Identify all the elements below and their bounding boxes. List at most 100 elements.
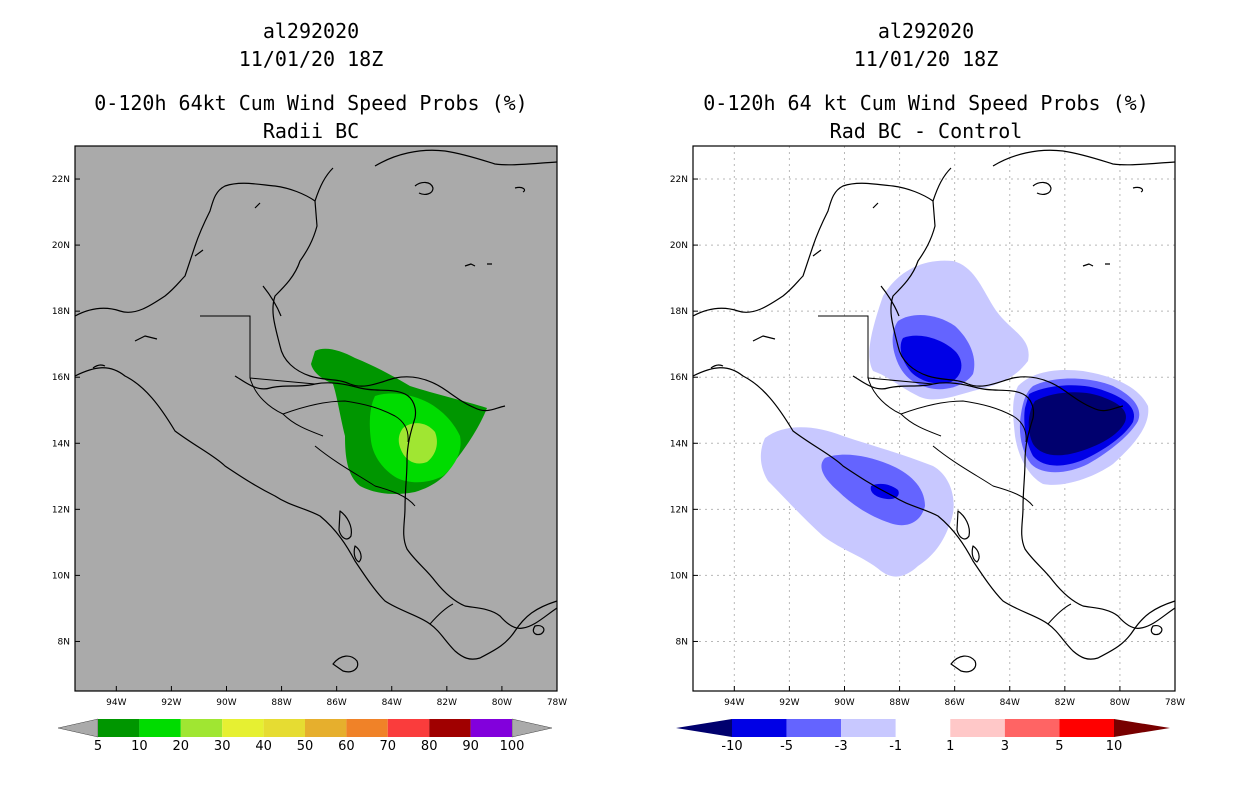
- left-colorbar-label: 90: [462, 739, 479, 754]
- x-tick-label: 94W: [106, 698, 126, 708]
- y-tick-label: 16N: [52, 373, 70, 383]
- left-colorbar-swatch: [346, 719, 388, 737]
- right-colorbar-label: 1: [946, 739, 954, 754]
- right-contour-minus5-north: [900, 335, 962, 384]
- right-colorbar-swatch: [786, 719, 842, 737]
- x-tick-label: 80W: [1110, 698, 1130, 708]
- right-colorbar-high-arrow: [1114, 719, 1170, 737]
- right-colorbar: -10 -5 -3 -1 1 3 5 10: [676, 719, 1170, 754]
- left-colorbar-swatch: [470, 719, 512, 737]
- right-colorbar-swatch: [1059, 719, 1114, 737]
- left-colorbar: 5 10 20 30 40 50 60 70 80 90 100: [57, 718, 553, 754]
- right-colorbar-label: 5: [1055, 739, 1063, 754]
- x-tick-label: 92W: [779, 698, 799, 708]
- right-colorbar-low-arrow: [676, 719, 732, 737]
- y-tick-label: 10N: [670, 571, 688, 581]
- x-tick-label: 86W: [326, 698, 346, 708]
- x-tick-label: 82W: [1055, 698, 1075, 708]
- x-tick-label: 88W: [271, 698, 291, 708]
- right-panel: al292020 11/01/20 18Z 0-120h 64 kt Cum W…: [670, 19, 1185, 754]
- y-tick-label: 18N: [670, 307, 688, 317]
- left-colorbar-high-arrow: [511, 718, 553, 738]
- right-colorbar-boxes: [732, 719, 1114, 737]
- y-tick-label: 14N: [670, 439, 688, 449]
- left-storm-id: al292020: [263, 19, 359, 43]
- left-colorbar-low-arrow: [57, 718, 99, 738]
- x-tick-label: 90W: [834, 698, 854, 708]
- y-tick-label: 20N: [670, 241, 688, 251]
- right-map: 94W 92W 90W 88W 86W 84W 82W 80W 78W 22N 20N 18N 16N…: [670, 145, 1185, 708]
- x-tick-label: 92W: [161, 698, 181, 708]
- left-map: 94W 92W 90W 88W 86W 84W 82W 80W 78W 22N 20N 18N 16N…: [52, 145, 567, 708]
- y-tick-label: 18N: [52, 307, 70, 317]
- left-colorbar-label: 70: [380, 739, 397, 754]
- right-product-title: 0-120h 64 kt Cum Wind Speed Probs (%): [703, 91, 1149, 115]
- left-colorbar-label: 60: [338, 739, 355, 754]
- left-colorbar-swatch: [222, 719, 264, 737]
- x-tick-label: 78W: [1165, 698, 1185, 708]
- y-tick-label: 8N: [58, 637, 70, 647]
- x-tick-label: 78W: [547, 698, 567, 708]
- left-colorbar-label: 80: [421, 739, 438, 754]
- right-colorbar-labels: -10 -5 -3 -1 1 3 5 10: [721, 739, 1122, 754]
- left-colorbar-swatch: [98, 719, 140, 737]
- right-subtitle: Rad BC - Control: [830, 119, 1023, 143]
- right-colorbar-swatch: [895, 719, 951, 737]
- left-x-axis: 94W 92W 90W 88W 86W 84W 82W 80W 78W: [106, 686, 567, 708]
- y-tick-label: 20N: [52, 241, 70, 251]
- right-colorbar-swatch: [1004, 719, 1060, 737]
- left-colorbar-label: 40: [255, 739, 272, 754]
- left-colorbar-swatch: [139, 719, 181, 737]
- left-date: 11/01/20 18Z: [239, 47, 384, 71]
- x-tick-label: 86W: [944, 698, 964, 708]
- left-colorbar-labels: 5 10 20 30 40 50 60 70 80 90 100: [94, 739, 525, 754]
- x-tick-label: 90W: [216, 698, 236, 708]
- y-tick-label: 10N: [52, 571, 70, 581]
- x-tick-label: 84W: [1000, 698, 1020, 708]
- left-colorbar-label: 20: [173, 739, 190, 754]
- right-map-frame: [692, 145, 1176, 692]
- x-tick-label: 80W: [492, 698, 512, 708]
- left-panel: al292020 11/01/20 18Z 0-120h 64kt Cum Wi…: [52, 19, 567, 754]
- right-colorbar-label: 10: [1106, 739, 1123, 754]
- left-colorbar-label: 5: [94, 739, 102, 754]
- left-colorbar-swatch: [263, 719, 305, 737]
- left-colorbar-boxes: [98, 719, 512, 737]
- right-colorbar-swatch: [841, 719, 896, 737]
- right-y-axis: 22N 20N 18N 16N 14N 12N 10N 8N: [670, 175, 698, 647]
- left-colorbar-swatch: [305, 719, 347, 737]
- left-colorbar-swatch: [387, 719, 430, 737]
- right-colorbar-label: -10: [721, 739, 742, 754]
- x-tick-label: 82W: [437, 698, 457, 708]
- right-x-axis: 94W 92W 90W 88W 86W 84W 82W 80W 78W: [724, 686, 1185, 708]
- left-colorbar-label: 30: [214, 739, 231, 754]
- x-tick-label: 94W: [724, 698, 744, 708]
- x-tick-label: 84W: [382, 698, 402, 708]
- left-product-title: 0-120h 64kt Cum Wind Speed Probs (%): [94, 91, 527, 115]
- y-tick-label: 12N: [52, 505, 70, 515]
- right-date: 11/01/20 18Z: [854, 47, 999, 71]
- right-colorbar-label: 3: [1001, 739, 1009, 754]
- y-tick-label: 16N: [670, 373, 688, 383]
- left-subtitle: Radii BC: [263, 119, 359, 143]
- y-tick-label: 22N: [670, 175, 688, 185]
- right-colorbar-label: -3: [835, 739, 848, 754]
- left-colorbar-label: 50: [297, 739, 314, 754]
- left-y-axis: 22N 20N 18N 16N 14N 12N 10N 8N: [52, 175, 80, 647]
- right-contour-minus10-east: [1028, 392, 1127, 456]
- left-map-frame: [74, 145, 558, 692]
- left-colorbar-label: 10: [131, 739, 148, 754]
- left-contour-20: [398, 423, 437, 464]
- y-tick-label: 14N: [52, 439, 70, 449]
- left-colorbar-swatch: [180, 719, 223, 737]
- y-tick-label: 8N: [676, 637, 688, 647]
- x-tick-label: 88W: [889, 698, 909, 708]
- right-colorbar-swatch: [732, 719, 787, 737]
- y-tick-label: 12N: [670, 505, 688, 515]
- right-storm-id: al292020: [878, 19, 974, 43]
- right-colorbar-label: -1: [889, 739, 902, 754]
- right-colorbar-label: -5: [780, 739, 793, 754]
- left-colorbar-swatch: [429, 719, 471, 737]
- y-tick-label: 22N: [52, 175, 70, 185]
